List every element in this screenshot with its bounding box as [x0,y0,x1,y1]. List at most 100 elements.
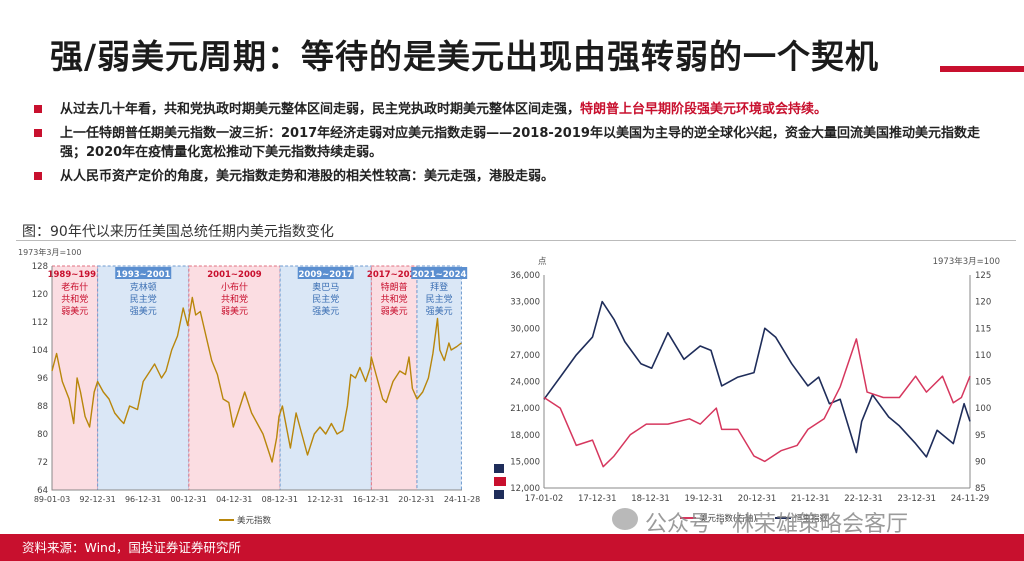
period-party: 共和党 [61,293,88,305]
x-tick-label: 96-12-31 [125,495,161,504]
source-text: 资料来源：Wind，国投证券证券研究所 [22,540,241,555]
bullet-text: 从过去几十年看，共和党执政时期美元整体区间走弱，民主党执政时期美元整体区间走强， [60,102,581,117]
bullet-marker [34,129,42,137]
x-tick-label: 89-01-03 [34,495,70,504]
period-range-bg [297,267,354,279]
period-band [188,265,281,491]
y-tick-label: 128 [32,262,48,272]
y-tick-label: 88 [37,402,48,412]
dxy-series-line [51,296,462,463]
period-president: 特朗普 [381,281,408,293]
figure-title: 图：90年代以来历任美国总统任期内美元指数变化 [22,224,334,240]
x-tick-label: 08-12-31 [262,495,298,504]
period-party: 民主党 [312,293,339,305]
source-bar [0,534,1024,561]
y-tick-label-left: 18,000 [510,431,540,441]
watermark: 公众号 · 林荣雄策略会客厅 [645,512,908,537]
period-range: 2001~2009 [207,270,262,280]
dxy-series-line [543,338,971,468]
x-tick-label: 17-12-31 [578,494,617,504]
period-band [51,265,99,491]
period-range-bg [115,267,172,279]
period-president: 奥巴马 [312,281,339,293]
period-president: 小布什 [221,281,248,293]
period-party: 共和党 [221,293,248,305]
x-tick-label: 21-12-31 [791,494,830,504]
y-tick-label-right: 120 [975,298,991,308]
bullet-item-3: 从人民币资产定价的角度，美元指数走势和港股的相关性较高：美元走强，港股走弱。 [34,167,994,186]
y-tick-label-left: 36,000 [510,271,540,281]
figure-divider [16,240,1016,241]
period-range: 2021~2024 [412,270,467,280]
bullet-item-2: 上一任特朗普任期美元指数一波三折：2017年经济走弱对应美元指数走弱——2018… [34,124,994,162]
bullet-highlight: 特朗普上台早期阶段强美元环境或会持续。 [580,102,828,117]
period-party: 民主党 [130,293,157,305]
wechat-icon [612,508,638,530]
y-tick-label-left: 27,000 [510,351,540,361]
broker-logo-icon [494,464,506,499]
x-tick-label: 12-12-31 [307,495,343,504]
hsi-series-line [543,300,971,458]
x-tick-label: 23-12-31 [897,494,936,504]
unit-note-right: 1973年3月=100 [933,256,1000,267]
x-tick-label: 00-12-31 [171,495,207,504]
x-tick-label: 04-12-31 [216,495,252,504]
y-tick-label: 112 [32,318,48,328]
period-president: 老布什 [61,281,88,293]
y-tick-label-right: 100 [975,404,991,414]
legend-label-dxy: 美元指数(右轴) [699,513,757,524]
period-president: 克林顿 [130,281,157,293]
y-tick-label-left: 33,000 [510,298,540,308]
x-tick-label: 24-11-28 [444,495,480,504]
y-tick-label: 80 [37,430,48,440]
period-dollar: 弱美元 [381,305,408,317]
title-accent-bar [940,66,1024,72]
legend-label-hsi: 恒生指数 [794,513,829,524]
x-tick-label: 20-12-31 [738,494,777,504]
period-range-bg [411,267,468,279]
period-range: 2017~2021 [367,270,422,280]
y-tick-label: 64 [37,486,48,496]
bullet-item-1: 从过去几十年看，共和党执政时期美元整体区间走弱，民主党执政时期美元整体区间走强，… [34,100,994,119]
y-tick-label-right: 85 [975,484,986,494]
y-tick-label-right: 115 [975,324,991,334]
y-tick-label: 104 [32,346,48,356]
period-dollar: 弱美元 [221,305,248,317]
period-party: 共和党 [381,293,408,305]
y-tick-label-left: 12,000 [510,484,540,494]
period-president: 拜登 [430,282,448,293]
period-dollar: 强美元 [426,305,453,317]
period-dollar: 强美元 [130,305,157,317]
legend-label: 美元指数 [237,515,272,526]
period-band [416,265,462,491]
bullet-text: 从人民币资产定价的角度，美元指数走势和港股的相关性较高：美元走强，港股走弱。 [60,169,555,184]
period-range: 1989~1993 [48,270,103,280]
bullet-marker [34,172,42,180]
period-range: 1993~2001 [116,270,171,280]
period-party: 民主党 [426,293,453,305]
x-tick-label: 20-12-31 [398,495,434,504]
x-tick-label: 17-01-02 [525,494,564,504]
y-tick-label-right: 105 [975,378,991,388]
page-title: 强/弱美元周期：等待的是美元出现由强转弱的一个契机 [50,37,880,76]
period-dollar: 弱美元 [61,305,88,317]
bullet-text: 上一任特朗普任期美元指数一波三折：2017年经济走弱对应美元指数走弱——2018… [60,126,980,160]
y-tick-label: 72 [37,458,48,468]
period-band [97,265,190,491]
x-tick-label: 24-11-29 [951,494,990,504]
y-tick-label-left: 24,000 [510,378,540,388]
bullet-list: 从过去几十年看，共和党执政时期美元整体区间走弱，民主党执政时期美元整体区间走强，… [34,100,994,191]
unit-note: 1973年3月=100 [18,247,81,257]
unit-note-left: 点 [538,257,547,267]
y-tick-label-left: 15,000 [510,457,540,467]
x-tick-label: 19-12-31 [684,494,723,504]
y-tick-label-right: 125 [975,271,991,281]
x-tick-label: 16-12-31 [353,495,389,504]
x-tick-label: 22-12-31 [844,494,883,504]
y-tick-label-right: 90 [975,457,986,467]
dxy-hsi-chart: 点 1973年3月=100 12,000 15,000 18,000 21,000 24,0… [510,256,1000,524]
x-tick-label: 92-12-31 [79,495,115,504]
y-tick-label-left: 30,000 [510,324,540,334]
y-tick-label-left: 21,000 [510,404,540,414]
